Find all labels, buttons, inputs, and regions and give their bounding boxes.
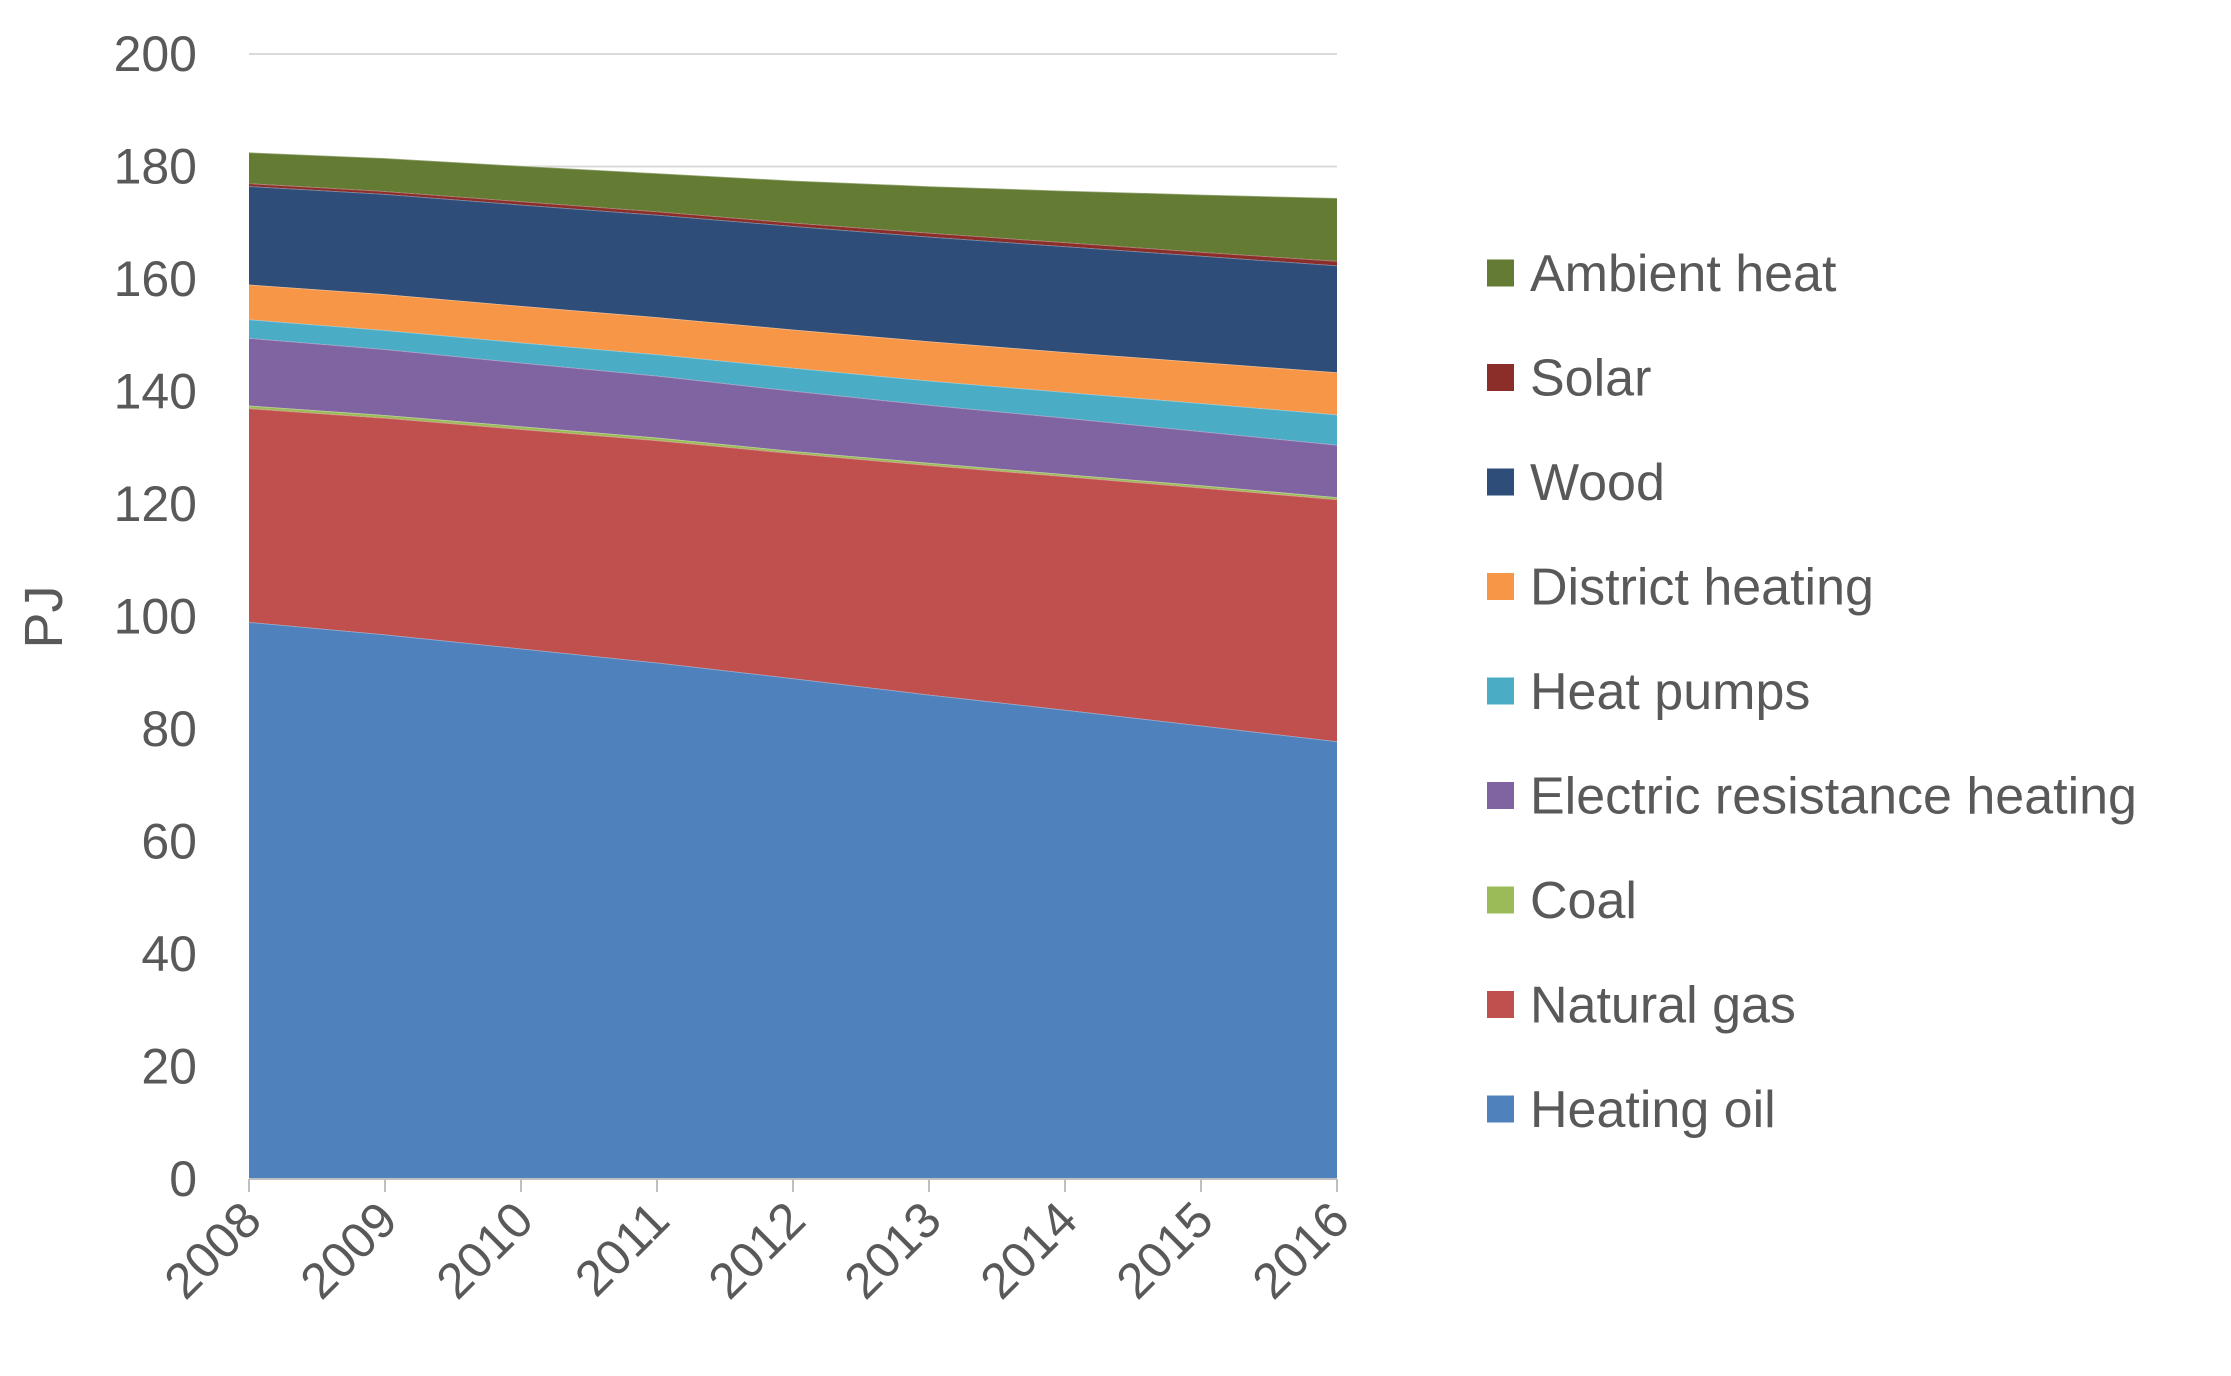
legend-swatch <box>1487 1095 1514 1123</box>
legend-swatch <box>1487 782 1514 809</box>
y-tick-label: 100 <box>114 589 197 645</box>
area-coal <box>249 405 1337 500</box>
area-heat-pumps <box>249 319 1337 445</box>
legend-label: Electric resistance heating <box>1530 768 2137 826</box>
y-tick-label: 80 <box>141 701 197 757</box>
y-axis-label: PJ <box>14 585 74 648</box>
y-tick-label: 180 <box>114 139 197 195</box>
area-edge <box>248 151 1338 199</box>
x-tick-label: 2012 <box>698 1191 816 1309</box>
y-tick-label: 140 <box>114 364 197 420</box>
area-series <box>248 151 1338 1179</box>
x-tick-label: 2013 <box>834 1191 952 1309</box>
x-tick-label: 2011 <box>564 1191 680 1307</box>
area-heating-oil <box>249 622 1337 1179</box>
legend-label: Ambient heat <box>1530 245 1837 303</box>
y-tick-label: 0 <box>169 1151 197 1207</box>
legend-label: Heat pumps <box>1530 663 1810 721</box>
x-tick-label: 2008 <box>154 1191 272 1309</box>
y-tick-label: 60 <box>141 814 197 870</box>
legend-label: District heating <box>1530 559 1874 617</box>
legend-label: Natural gas <box>1530 977 1796 1035</box>
legend-label: Heating oil <box>1530 1081 1776 1139</box>
x-tick-label: 2016 <box>1242 1191 1360 1309</box>
legend-swatch <box>1487 259 1514 287</box>
legend-swatch <box>1487 468 1514 496</box>
x-tick-label: 2010 <box>426 1191 544 1309</box>
x-tick-label: 2009 <box>290 1191 408 1309</box>
area-district-heating <box>249 284 1337 415</box>
area-ambient-heat <box>249 152 1337 261</box>
legend-swatch <box>1487 677 1514 705</box>
legend-swatch <box>1487 573 1514 600</box>
y-tick-label: 40 <box>141 926 197 982</box>
area-wood <box>249 186 1337 373</box>
y-tick-label: 160 <box>114 251 197 307</box>
y-tick-label: 20 <box>141 1039 197 1095</box>
y-tick-label: 120 <box>114 476 197 532</box>
x-tick-label: 2014 <box>970 1191 1088 1309</box>
legend-swatch <box>1487 364 1514 391</box>
x-tick-label: 2015 <box>1106 1191 1224 1309</box>
legend-label: Solar <box>1530 350 1651 408</box>
legend-swatch <box>1487 886 1514 914</box>
legend-swatch <box>1487 991 1514 1018</box>
area-natural-gas <box>249 408 1337 742</box>
legend-label: Wood <box>1530 454 1665 512</box>
legend: Ambient heat Solar Wood District heating Hea… <box>1487 245 2137 1139</box>
area-electric-resistance-heating <box>249 338 1337 498</box>
legend-label: Coal <box>1530 872 1637 930</box>
area-solar <box>249 183 1337 266</box>
y-tick-label: 200 <box>114 26 197 82</box>
